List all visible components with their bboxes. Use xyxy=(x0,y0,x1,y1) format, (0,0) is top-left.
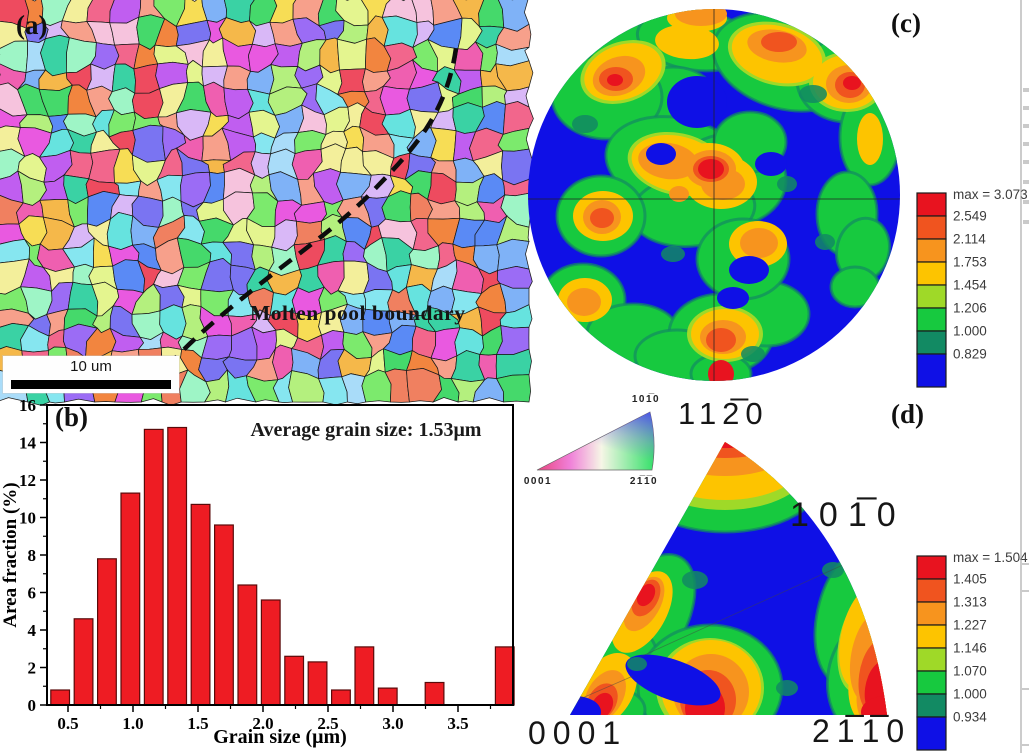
ipf-arc-label: 101̅0 xyxy=(790,496,906,534)
colorbar-tick-label: 1.227 xyxy=(953,618,987,633)
colorbar-tick-label: 1.206 xyxy=(953,301,987,316)
histogram-bar xyxy=(73,618,94,706)
svg-text:4: 4 xyxy=(28,621,37,640)
scale-bar-rule xyxy=(11,380,171,389)
ipf-key-triangle-overlay xyxy=(537,412,655,470)
histogram-bar xyxy=(214,524,234,706)
histogram-bar xyxy=(494,646,515,706)
panel-a-label: (a) xyxy=(16,10,48,40)
colorbar-tick-label: 1.405 xyxy=(953,572,987,587)
colorbar-ipf: max = 1.504 1.405 1.313 1.227 1.146 1.070 1.00… xyxy=(916,550,1028,751)
panel-c-label: (c) xyxy=(891,8,921,38)
svg-text:2.5: 2.5 xyxy=(317,714,338,733)
svg-text:10: 10 xyxy=(19,509,36,528)
histogram-bar xyxy=(307,661,328,706)
colorbar-tick-label: 2.114 xyxy=(953,232,986,247)
pole-figure-1120 xyxy=(528,9,900,381)
colorbar-tick-label: 0.934 xyxy=(953,710,987,725)
svg-text:1.5: 1.5 xyxy=(187,714,208,733)
svg-text:6: 6 xyxy=(28,584,37,603)
histogram-bar xyxy=(354,646,375,706)
ipf-trace-line xyxy=(572,675,634,703)
ebsd-grain-map xyxy=(0,0,534,406)
svg-text:16: 16 xyxy=(19,396,36,415)
histogram-bar xyxy=(143,428,164,706)
svg-text:14: 14 xyxy=(19,434,37,453)
svg-text:1.0: 1.0 xyxy=(122,714,143,733)
ipf-key-bottom-right-label: 21̅1̅0 xyxy=(630,475,658,487)
colorbar-tick-label: 1.454 xyxy=(953,278,987,293)
colorbar-pole-figure: max = 3.073 2.549 2.114 1.753 1.454 1.206 1.00… xyxy=(916,187,1028,388)
histogram-bar xyxy=(377,687,398,706)
histogram-bar xyxy=(260,599,281,706)
pole-figure-1120-label: 112̅0 xyxy=(678,396,769,431)
svg-text:3.0: 3.0 xyxy=(382,714,403,733)
scale-bar-text: 10 um xyxy=(70,358,112,375)
colorbar-tick-label: 1.070 xyxy=(953,664,987,679)
colorbar-tick-label: 2.549 xyxy=(953,209,987,224)
svg-text:8: 8 xyxy=(28,546,37,565)
histogram-bar xyxy=(167,426,188,706)
ipf-key-bottom-left-label: 0001 xyxy=(524,476,552,487)
ipf-bottom-right-label: 21̅1̅0 xyxy=(812,713,912,749)
molten-pool-boundary-label: Molten pool boundary xyxy=(250,301,466,325)
histogram-bar xyxy=(120,492,141,706)
histogram-bar xyxy=(96,558,117,706)
scale-bar: 10 um xyxy=(3,356,179,393)
pole-figure-contours xyxy=(539,9,900,381)
x-axis-title: Grain size (μm) xyxy=(213,726,347,748)
histogram-bar xyxy=(331,689,351,706)
colorbar-tick-label: 1.313 xyxy=(953,595,987,610)
histogram-bar xyxy=(237,584,258,706)
svg-text:0.5: 0.5 xyxy=(57,714,78,733)
ipf-bottom-left-label: 0001 xyxy=(528,715,628,751)
svg-text:2: 2 xyxy=(28,659,37,678)
ipf-color-key: 101̅0 0001 21̅1̅0 xyxy=(524,393,660,487)
grain-cells xyxy=(0,0,534,406)
svg-text:0: 0 xyxy=(28,696,37,715)
histogram-bar xyxy=(424,681,445,706)
inverse-pole-figure xyxy=(570,442,887,715)
panel-d-label: (d) xyxy=(891,399,924,429)
colorbar-tick-label: 1.146 xyxy=(953,641,987,656)
colorbar-max-label: max = 1.504 xyxy=(953,550,1028,565)
page-edge-line xyxy=(1020,0,1022,753)
molten-pool-boundary-dashed-line xyxy=(148,47,459,388)
histogram-bar xyxy=(284,655,305,706)
colorbar-tick-label: 0.829 xyxy=(953,347,987,362)
y-axis-title: Area fraction (%) xyxy=(0,482,21,627)
grain-size-histogram: 0.5 1.0 1.5 2.0 2.5 3.0 3.5 0 2 4 6 8 10 12 14 16 Grain … xyxy=(0,396,515,748)
ipf-trace-line xyxy=(639,563,846,658)
histogram-bar xyxy=(50,689,71,706)
svg-text:12: 12 xyxy=(19,471,36,490)
colorbar-tick-label: 1.000 xyxy=(953,324,987,339)
ipf-key-top-label: 101̅0 xyxy=(632,393,660,405)
colorbar-max-label: max = 3.073 xyxy=(953,187,1028,202)
histogram-bar xyxy=(190,503,211,706)
panel-b-label: (b) xyxy=(55,402,88,432)
svg-text:2.0: 2.0 xyxy=(252,714,273,733)
svg-text:3.5: 3.5 xyxy=(447,714,468,733)
colorbar-tick-label: 1.753 xyxy=(953,255,987,270)
colorbar-tick-label: 1.000 xyxy=(953,687,987,702)
average-grain-size-annotation: Average grain size: 1.53μm xyxy=(250,419,482,441)
